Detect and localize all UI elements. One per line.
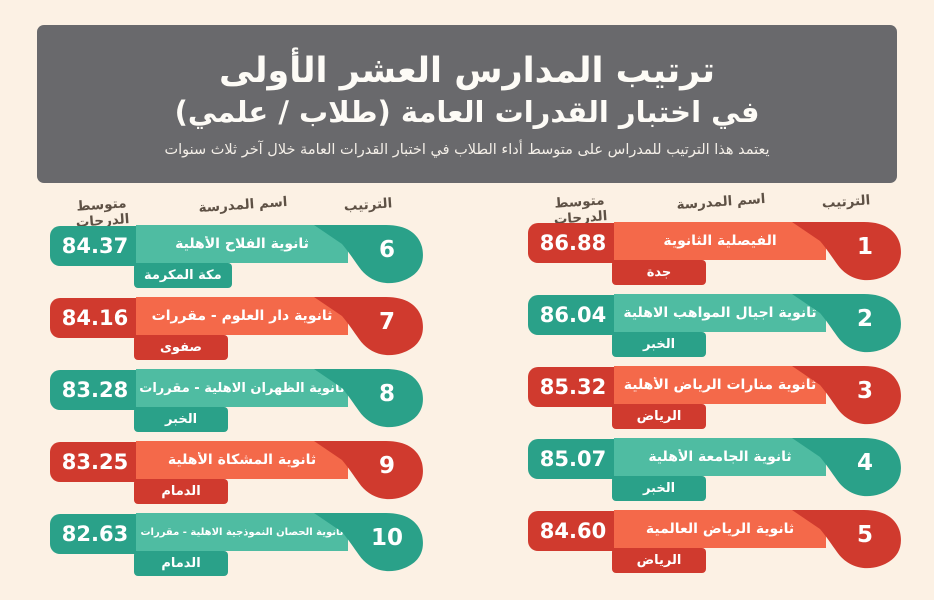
school-column-header: اسم المدرسة: [676, 190, 766, 214]
school-name-band: ثانوية منارات الرياض الأهلية: [614, 366, 826, 404]
ribbon-fold-shape: [314, 441, 423, 500]
school-rank-item: 86.04 ثانوية اجيال المواهب الاهلية 2 الخ…: [528, 294, 906, 360]
ribbon-fold-shape: [314, 369, 423, 428]
rank-number: 7: [378, 309, 395, 335]
score-value: 85.32: [528, 367, 630, 407]
score-value: 84.37: [50, 226, 152, 266]
rank-column-1-5: متوسط الدرجات اسم المدرسة الترتيب 86.88 …: [528, 190, 906, 582]
page-subtitle-line: في اختبار القدرات العامة (طلاب / علمي): [174, 94, 760, 129]
rank-number: 3: [856, 378, 873, 404]
header-panel: ترتيب المدارس العشر الأولى في اختبار الق…: [37, 25, 897, 183]
page-title: ترتيب المدارس العشر الأولى: [218, 50, 716, 91]
city-tag: الدمام: [134, 551, 228, 576]
rank-number: 9: [378, 453, 395, 479]
school-name-band: ثانوية المشكاة الأهلية: [136, 441, 348, 479]
school-name: ثانوية اجيال المواهب الاهلية: [623, 305, 817, 321]
rank-ribbon-fold: 8: [314, 369, 428, 429]
rank-ribbon-fold: 5: [792, 510, 906, 570]
school-rank-item: 84.60 ثانوية الرياض العالمية 5 الرياض: [528, 510, 906, 576]
school-name: الفيصلية الثانوية: [663, 233, 777, 249]
school-name: ثانوية الجامعة الأهلية: [648, 449, 792, 465]
school-name-band: ثانوية الفلاح الأهلية: [136, 225, 348, 263]
school-column-header: اسم المدرسة: [198, 193, 288, 217]
ribbon-fold-shape: [314, 513, 423, 572]
city-tag: صفوى: [134, 335, 228, 360]
school-name: ثانوية المشكاة الأهلية: [167, 452, 317, 468]
city-tag: الرياض: [612, 548, 706, 573]
score-value: 84.60: [528, 511, 630, 551]
school-name-band: ثانوية اجيال المواهب الاهلية: [614, 294, 826, 332]
school-name: ثانوية الفلاح الأهلية: [175, 236, 309, 252]
ribbon-fold-shape: [314, 297, 423, 356]
school-name: ثانوية الظهران الاهلية - مقررات: [139, 380, 345, 396]
rank-ribbon-fold: 2: [792, 294, 906, 354]
city-tag: مكة المكرمة: [134, 263, 232, 288]
rank-number: 6: [378, 237, 395, 263]
city-tag: الرياض: [612, 404, 706, 429]
school-name-band: الفيصلية الثانوية: [614, 222, 826, 260]
rank-number: 4: [856, 450, 873, 476]
school-rank-item: 84.37 ثانوية الفلاح الأهلية 6 مكة المكرم…: [50, 225, 428, 291]
rank-ribbon-fold: 6: [314, 225, 428, 285]
score-value: 85.07: [528, 439, 630, 479]
rank-ribbon-fold: 3: [792, 366, 906, 426]
rank-ribbon-fold: 1: [792, 222, 906, 282]
rank-number: 5: [856, 522, 873, 548]
rank-ribbon-fold: 9: [314, 441, 428, 501]
rank-ribbon-fold: 4: [792, 438, 906, 498]
city-tag: الخبر: [134, 407, 228, 432]
city-tag: الخبر: [612, 332, 706, 357]
school-rank-item: 84.16 ثانوية دار العلوم - مقررات 7 صفوى: [50, 297, 428, 363]
ribbon-fold-shape: [792, 294, 901, 353]
school-rank-item: 82.63 ثانوية الحصان النموذجية الاهلية - …: [50, 513, 428, 579]
score-value: 83.28: [50, 370, 152, 410]
city-tag: الخبر: [612, 476, 706, 501]
methodology-note: يعتمد هذا الترتيب للمدراس على متوسط أداء…: [164, 142, 770, 159]
rank-number: 10: [370, 525, 403, 551]
school-name-band: ثانوية الظهران الاهلية - مقررات: [136, 369, 348, 407]
ribbon-fold-shape: [314, 225, 423, 284]
rank-ribbon-fold: 7: [314, 297, 428, 357]
school-name-band: ثانوية الرياض العالمية: [614, 510, 826, 548]
rank-ribbon-fold: 10: [314, 513, 428, 573]
school-rank-item: 83.28 ثانوية الظهران الاهلية - مقررات 8 …: [50, 369, 428, 435]
score-value: 84.16: [50, 298, 152, 338]
school-name-band: ثانوية الجامعة الأهلية: [614, 438, 826, 476]
column-headers: متوسط الدرجات اسم المدرسة الترتيب: [50, 193, 428, 231]
score-value: 82.63: [50, 514, 152, 554]
school-rank-item: 85.32 ثانوية منارات الرياض الأهلية 3 الر…: [528, 366, 906, 432]
city-tag: الدمام: [134, 479, 228, 504]
rank-column-header: الترتيب: [821, 192, 871, 212]
school-name-band: ثانوية دار العلوم - مقررات: [136, 297, 348, 335]
rank-number: 1: [856, 234, 873, 260]
school-rank-item: 86.88 الفيصلية الثانوية 1 جدة: [528, 222, 906, 288]
school-name-band: ثانوية الحصان النموذجية الاهلية - مقررات: [136, 513, 348, 551]
ribbon-fold-shape: [792, 510, 901, 569]
school-name: ثانوية دار العلوم - مقررات: [151, 308, 333, 324]
city-tag: جدة: [612, 260, 706, 285]
school-name: ثانوية الحصان النموذجية الاهلية - مقررات: [140, 526, 344, 538]
school-rank-item: 85.07 ثانوية الجامعة الأهلية 4 الخبر: [528, 438, 906, 504]
score-value: 83.25: [50, 442, 152, 482]
score-value: 86.88: [528, 223, 630, 263]
score-value: 86.04: [528, 295, 630, 335]
school-name: ثانوية الرياض العالمية: [645, 521, 795, 537]
rank-number: 8: [378, 381, 395, 407]
ribbon-fold-shape: [792, 438, 901, 497]
school-name: ثانوية منارات الرياض الأهلية: [623, 377, 817, 393]
ribbon-fold-shape: [792, 366, 901, 425]
ribbon-fold-shape: [792, 222, 901, 281]
rank-column-6-10: متوسط الدرجات اسم المدرسة الترتيب 84.37 …: [50, 193, 428, 585]
rank-column-header: الترتيب: [343, 195, 393, 215]
column-headers: متوسط الدرجات اسم المدرسة الترتيب: [528, 190, 906, 228]
rank-number: 2: [856, 306, 873, 332]
school-rank-item: 83.25 ثانوية المشكاة الأهلية 9 الدمام: [50, 441, 428, 507]
